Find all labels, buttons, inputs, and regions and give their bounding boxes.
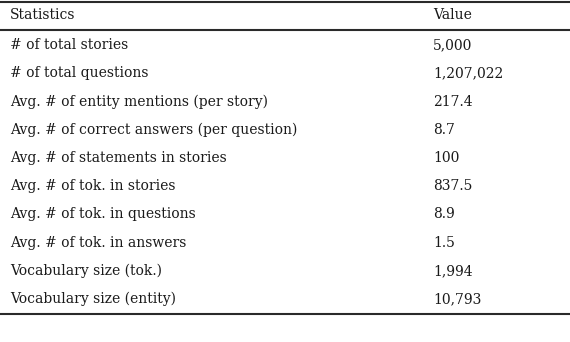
Text: Avg. # of correct answers (per question): Avg. # of correct answers (per question): [10, 122, 298, 137]
Text: 8.7: 8.7: [433, 123, 455, 137]
Text: Avg. # of tok. in stories: Avg. # of tok. in stories: [10, 179, 176, 193]
Text: Avg. # of tok. in answers: Avg. # of tok. in answers: [10, 236, 186, 250]
Text: 1,994: 1,994: [433, 264, 473, 278]
Text: 5,000: 5,000: [433, 38, 473, 52]
Text: Vocabulary size (entity): Vocabulary size (entity): [10, 292, 176, 306]
Text: Vocabulary size (tok.): Vocabulary size (tok.): [10, 264, 162, 278]
Text: Avg. # of tok. in questions: Avg. # of tok. in questions: [10, 208, 196, 221]
Text: 10,793: 10,793: [433, 292, 482, 306]
Text: Statistics: Statistics: [10, 9, 76, 22]
Text: 1.5: 1.5: [433, 236, 455, 250]
Text: Avg. # of statements in stories: Avg. # of statements in stories: [10, 151, 227, 165]
Text: Value: Value: [433, 9, 472, 22]
Text: 100: 100: [433, 151, 459, 165]
Text: # of total questions: # of total questions: [10, 66, 149, 80]
Text: 837.5: 837.5: [433, 179, 473, 193]
Text: 217.4: 217.4: [433, 95, 473, 108]
Text: Avg. # of entity mentions (per story): Avg. # of entity mentions (per story): [10, 94, 268, 109]
Text: 8.9: 8.9: [433, 208, 455, 221]
Text: # of total stories: # of total stories: [10, 38, 128, 52]
Text: 1,207,022: 1,207,022: [433, 66, 503, 80]
